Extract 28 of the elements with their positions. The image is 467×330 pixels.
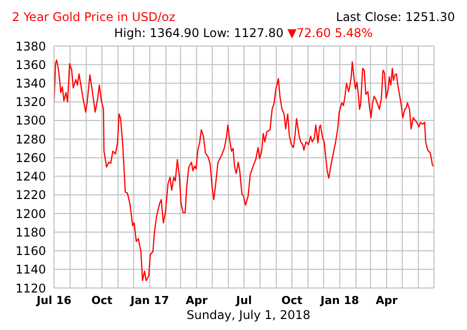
y-tick-label: 1260 [15,150,46,165]
x-axis-title: Sunday, July 1, 2018 [186,308,312,322]
y-tick-label: 1280 [15,132,46,146]
y-tick-label: 1300 [15,114,46,128]
y-tick-label: 1380 [15,39,46,54]
x-tick-label: Apr [376,294,398,307]
text: High: 1364.90 Low: 1127.80 [114,26,284,40]
text: Last Close: 1251.30 [336,10,455,26]
x-tick-label: Jul 16 [36,294,72,307]
y-tick-label: 1140 [15,262,46,277]
x-tick-label: Jan 18 [320,294,360,307]
x-tick-label: Jul [235,294,252,307]
y-tick-label: 1160 [15,244,46,258]
y-tick-label: 1320 [15,95,46,110]
y-tick-label: 1200 [15,206,46,221]
y-tick-label: 1220 [15,188,46,202]
x-tick-label: Apr [186,294,208,307]
y-tick-label: 1240 [15,170,46,184]
x-tick-label: Jan 17 [130,294,170,307]
y-tick-label: 1180 [15,225,46,240]
y-tick-label: 1340 [15,76,46,90]
y-tick-label: 1360 [15,58,46,72]
x-tick-label: Oct [91,294,112,307]
text: ▼72.60 5.48% [287,26,373,40]
line-series [54,59,434,282]
x-tick-label: Oct [281,294,302,307]
y-tick-label: 1120 [15,281,46,296]
chart-title: 2 Year Gold Price in USD/oz [12,10,176,26]
